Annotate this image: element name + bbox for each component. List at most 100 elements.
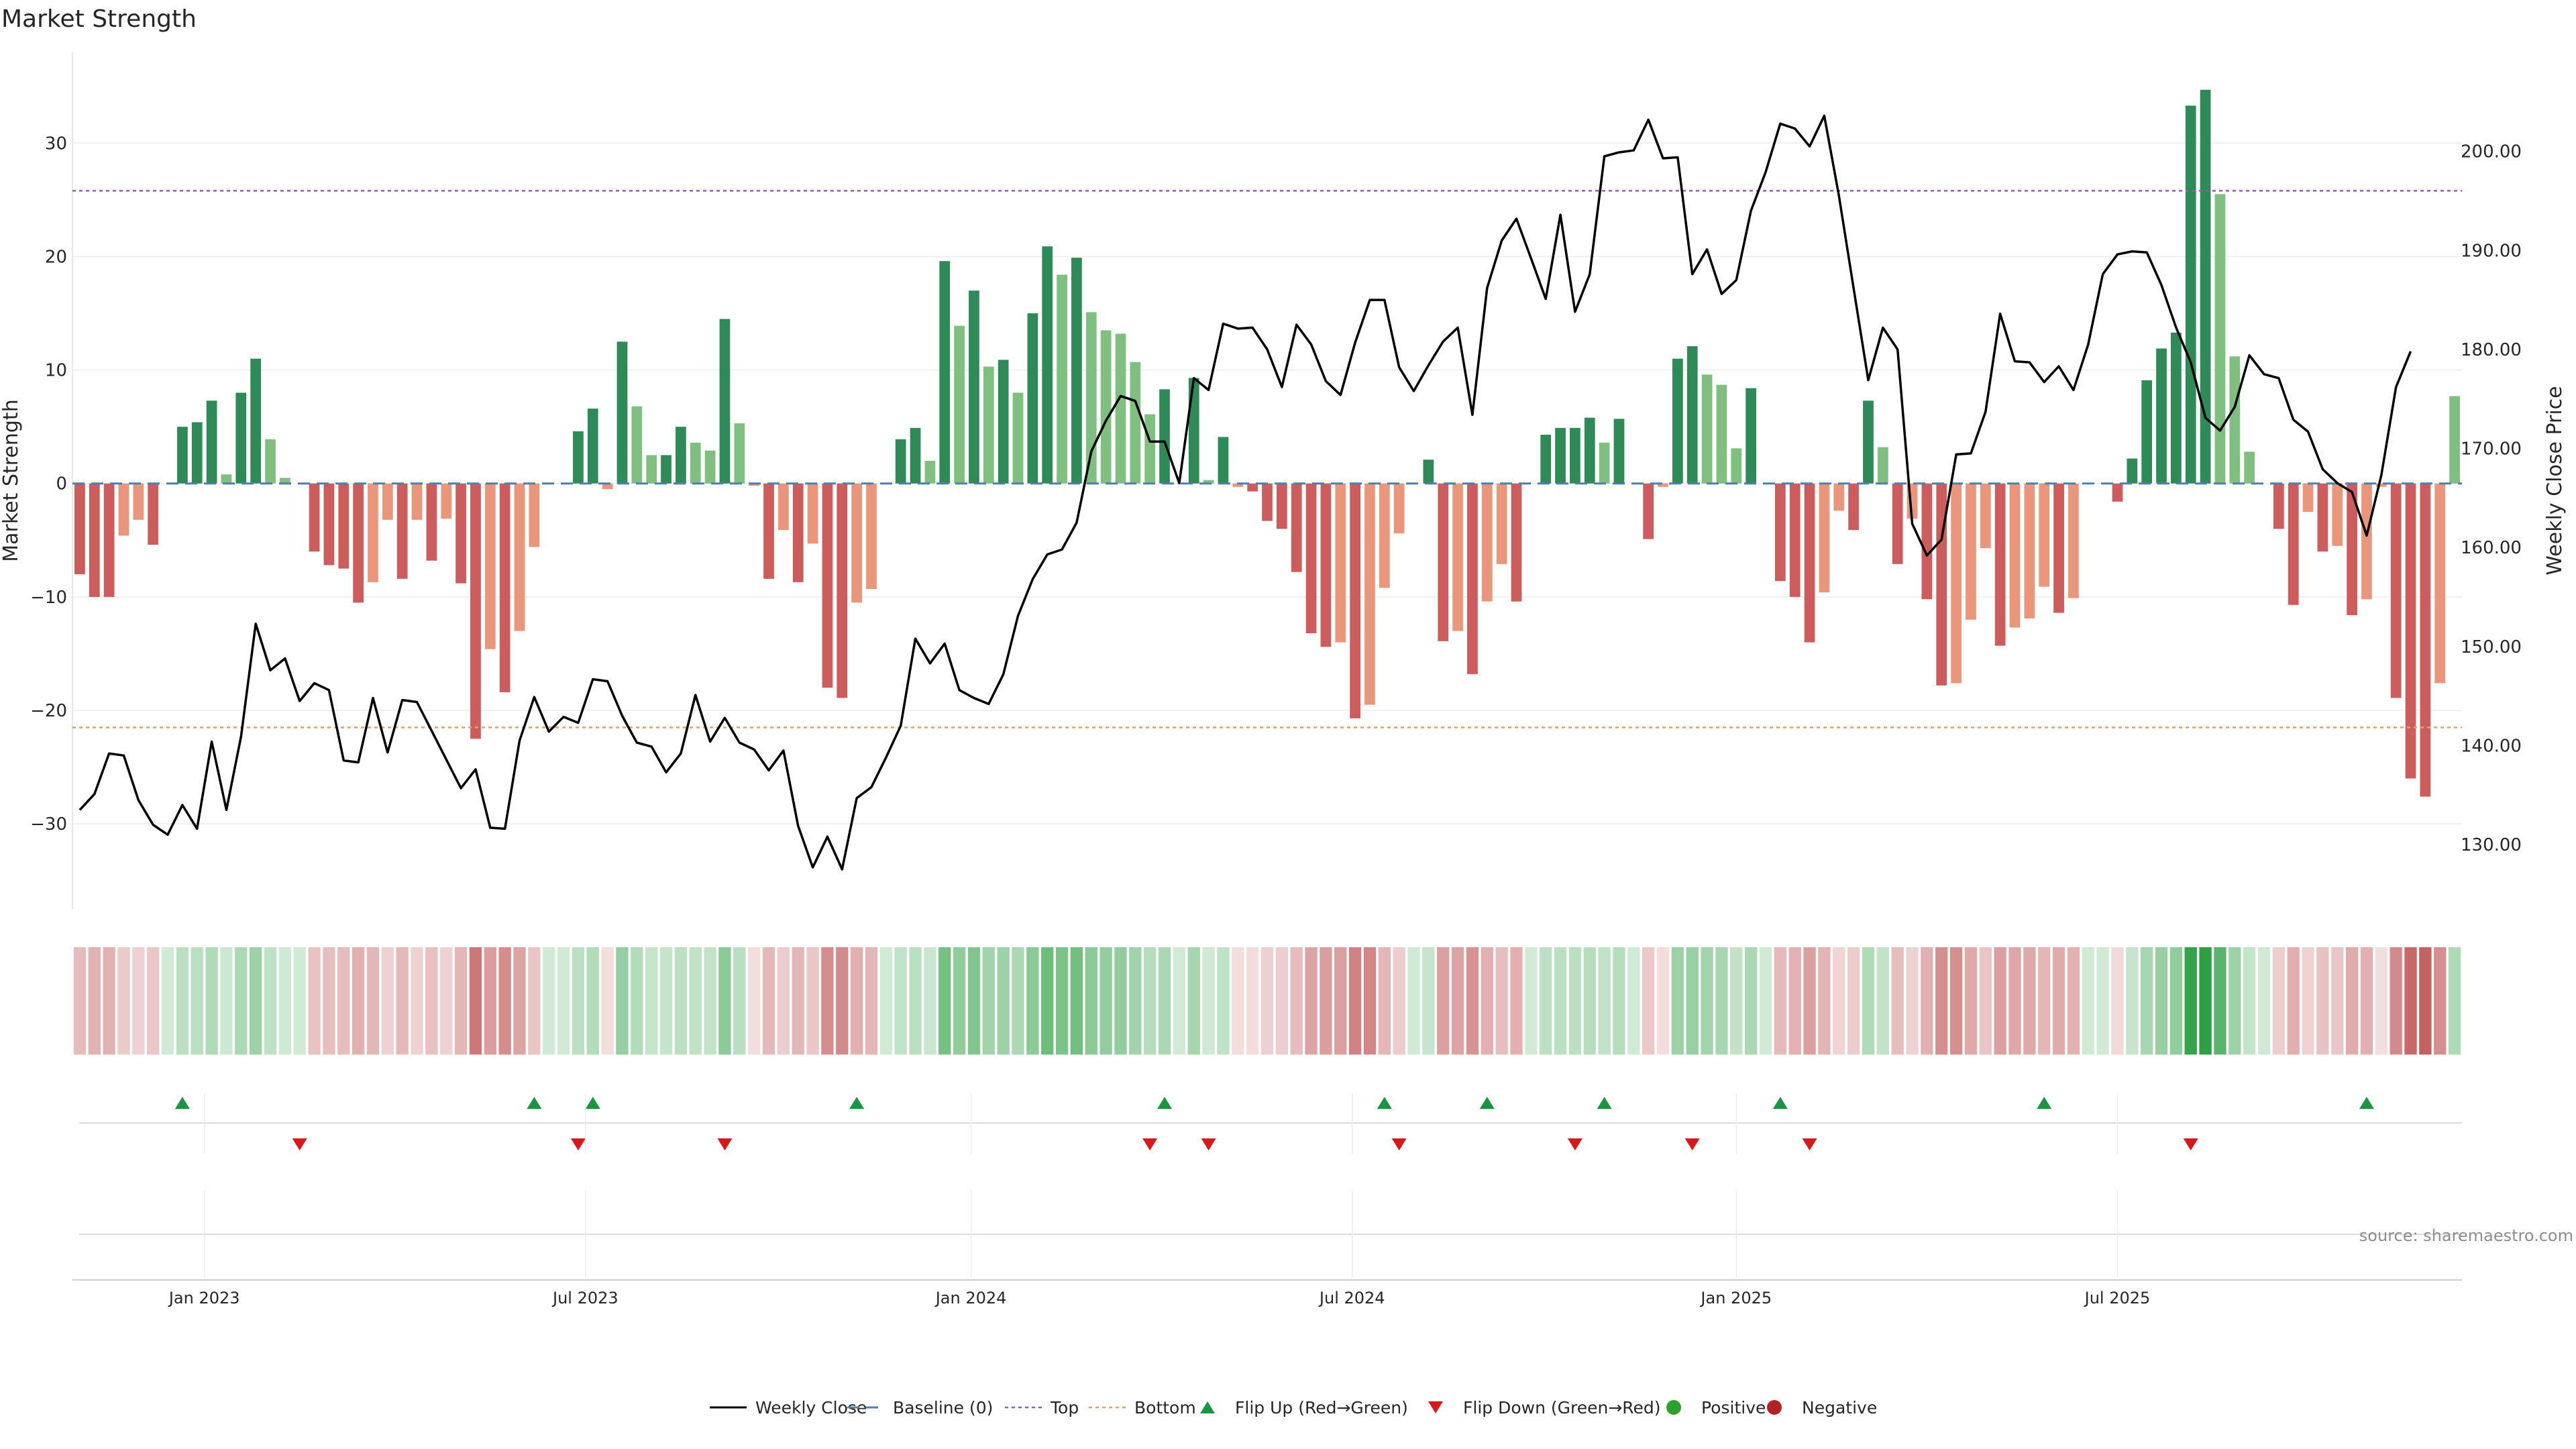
heatmap-cell xyxy=(2008,947,2021,1055)
flip-down-marker xyxy=(717,1138,733,1150)
heatmap-cell xyxy=(1129,947,1142,1055)
heatmap-cell xyxy=(293,947,306,1055)
flip-up-marker xyxy=(527,1097,542,1109)
heatmap-cell xyxy=(1085,947,1097,1055)
heatmap-cell xyxy=(2243,947,2256,1055)
heatmap-cell xyxy=(1598,947,1611,1055)
strength-bar xyxy=(1379,483,1390,588)
heatmap-cell xyxy=(2096,947,2109,1055)
heatmap-cell xyxy=(1158,947,1171,1055)
strength-bar xyxy=(1848,483,1859,531)
heatmap-cell xyxy=(1320,947,1332,1055)
heatmap-cell xyxy=(982,947,995,1055)
strength-bar xyxy=(1819,483,1830,593)
strength-bar xyxy=(1232,483,1244,487)
strength-bar xyxy=(1276,483,1287,529)
heatmap-cell xyxy=(220,947,233,1055)
flip-down-marker xyxy=(1391,1138,1407,1150)
heatmap-cell xyxy=(1143,947,1157,1055)
y2-tick-label: 140.00 xyxy=(2461,736,2522,756)
heatmap-cell xyxy=(205,947,218,1055)
strength-bar xyxy=(89,483,100,597)
flip-down-marker xyxy=(1201,1138,1216,1150)
strength-bar xyxy=(2405,483,2416,779)
flip-up-marker xyxy=(1377,1097,1392,1109)
heatmap-cell xyxy=(2067,947,2080,1055)
flip-down-marker xyxy=(1684,1138,1700,1150)
strength-bar xyxy=(1863,400,1874,484)
strength-bar xyxy=(1731,448,1742,484)
heatmap-cell xyxy=(2038,947,2051,1055)
heatmap-cell xyxy=(1451,947,1464,1055)
flip-down-marker xyxy=(1567,1138,1582,1150)
flip-up-marker xyxy=(585,1097,600,1109)
heatmap-cell xyxy=(2082,947,2094,1055)
heatmap-cell xyxy=(1818,947,1831,1055)
flip-up-marker xyxy=(2037,1097,2052,1109)
heatmap-cell xyxy=(323,947,335,1055)
heatmap-cell xyxy=(1334,947,1347,1055)
legend-symbol-negative xyxy=(1767,1400,1782,1415)
heatmap-cell xyxy=(865,947,878,1055)
heatmap-cell xyxy=(1260,947,1274,1055)
heatmap-cell xyxy=(586,947,599,1055)
main-panel: 30 20 10 0 −10 −20 −30 200.00 190.00 180.00 170.00… xyxy=(0,52,2567,909)
x-tick-label: Jul 2024 xyxy=(1318,1289,1385,1307)
strength-bar xyxy=(221,474,232,484)
heatmap-cell xyxy=(1012,947,1024,1055)
strength-bar xyxy=(983,366,994,484)
strength-bar xyxy=(749,483,760,486)
heatmap-cell xyxy=(235,947,248,1055)
strength-bar xyxy=(265,439,276,484)
heatmap-cell xyxy=(1744,947,1758,1055)
heatmap-cell xyxy=(278,947,292,1055)
legend-symbol-flip-up xyxy=(1200,1401,1215,1413)
x-tick-label: Jan 2024 xyxy=(934,1289,1007,1307)
heatmap-cell xyxy=(894,947,907,1055)
heatmap-cell xyxy=(425,947,438,1055)
heatmap-cell xyxy=(1232,947,1244,1055)
heatmap-cell xyxy=(572,947,585,1055)
strength-bar xyxy=(1085,312,1097,484)
heatmap-cell xyxy=(1348,947,1362,1055)
heatmap-cell xyxy=(1833,947,1845,1055)
heatmap-cell xyxy=(73,947,87,1055)
heatmap-cell xyxy=(601,947,614,1055)
strength-bar xyxy=(470,483,481,739)
strength-bar xyxy=(631,406,643,484)
heatmap-cell xyxy=(836,947,849,1055)
strength-bar xyxy=(191,422,203,484)
heatmap-cell xyxy=(645,947,658,1055)
strength-bar xyxy=(1540,434,1552,484)
strength-bar xyxy=(2302,483,2314,513)
strength-bar xyxy=(2009,483,2021,628)
strength-bar xyxy=(2434,483,2446,684)
strength-bar xyxy=(2347,483,2357,615)
heatmap-cell xyxy=(557,947,570,1055)
heatmap-cell xyxy=(1730,947,1743,1055)
heatmap-cell xyxy=(1422,947,1435,1055)
heatmap-cell xyxy=(2229,947,2241,1055)
heatmap-cell xyxy=(308,947,321,1055)
strength-bar xyxy=(2332,483,2343,546)
strength-bar xyxy=(1364,483,1375,705)
strength-bar xyxy=(676,427,686,484)
heatmap-cell xyxy=(2345,947,2359,1055)
strength-bar xyxy=(998,360,1009,484)
legend-item-label: Flip Down (Green→Red) xyxy=(1463,1398,1661,1417)
strength-bar xyxy=(74,483,85,575)
strength-bar xyxy=(573,431,584,484)
y-tick-label: 30 xyxy=(45,133,67,154)
heatmap-cell xyxy=(381,947,394,1055)
heatmap-cell xyxy=(366,947,380,1055)
strength-bar xyxy=(1159,389,1170,484)
heatmap-cell xyxy=(2419,947,2432,1055)
heatmap-cell xyxy=(2302,947,2314,1055)
heatmap-cell xyxy=(147,947,160,1055)
heatmap-cell xyxy=(1393,947,1405,1055)
heatmap-cell xyxy=(1554,947,1567,1055)
strength-bar xyxy=(2039,483,2050,587)
strength-bar xyxy=(2185,105,2196,484)
heatmap-cell xyxy=(1627,947,1640,1055)
strength-bar xyxy=(1716,384,1727,484)
